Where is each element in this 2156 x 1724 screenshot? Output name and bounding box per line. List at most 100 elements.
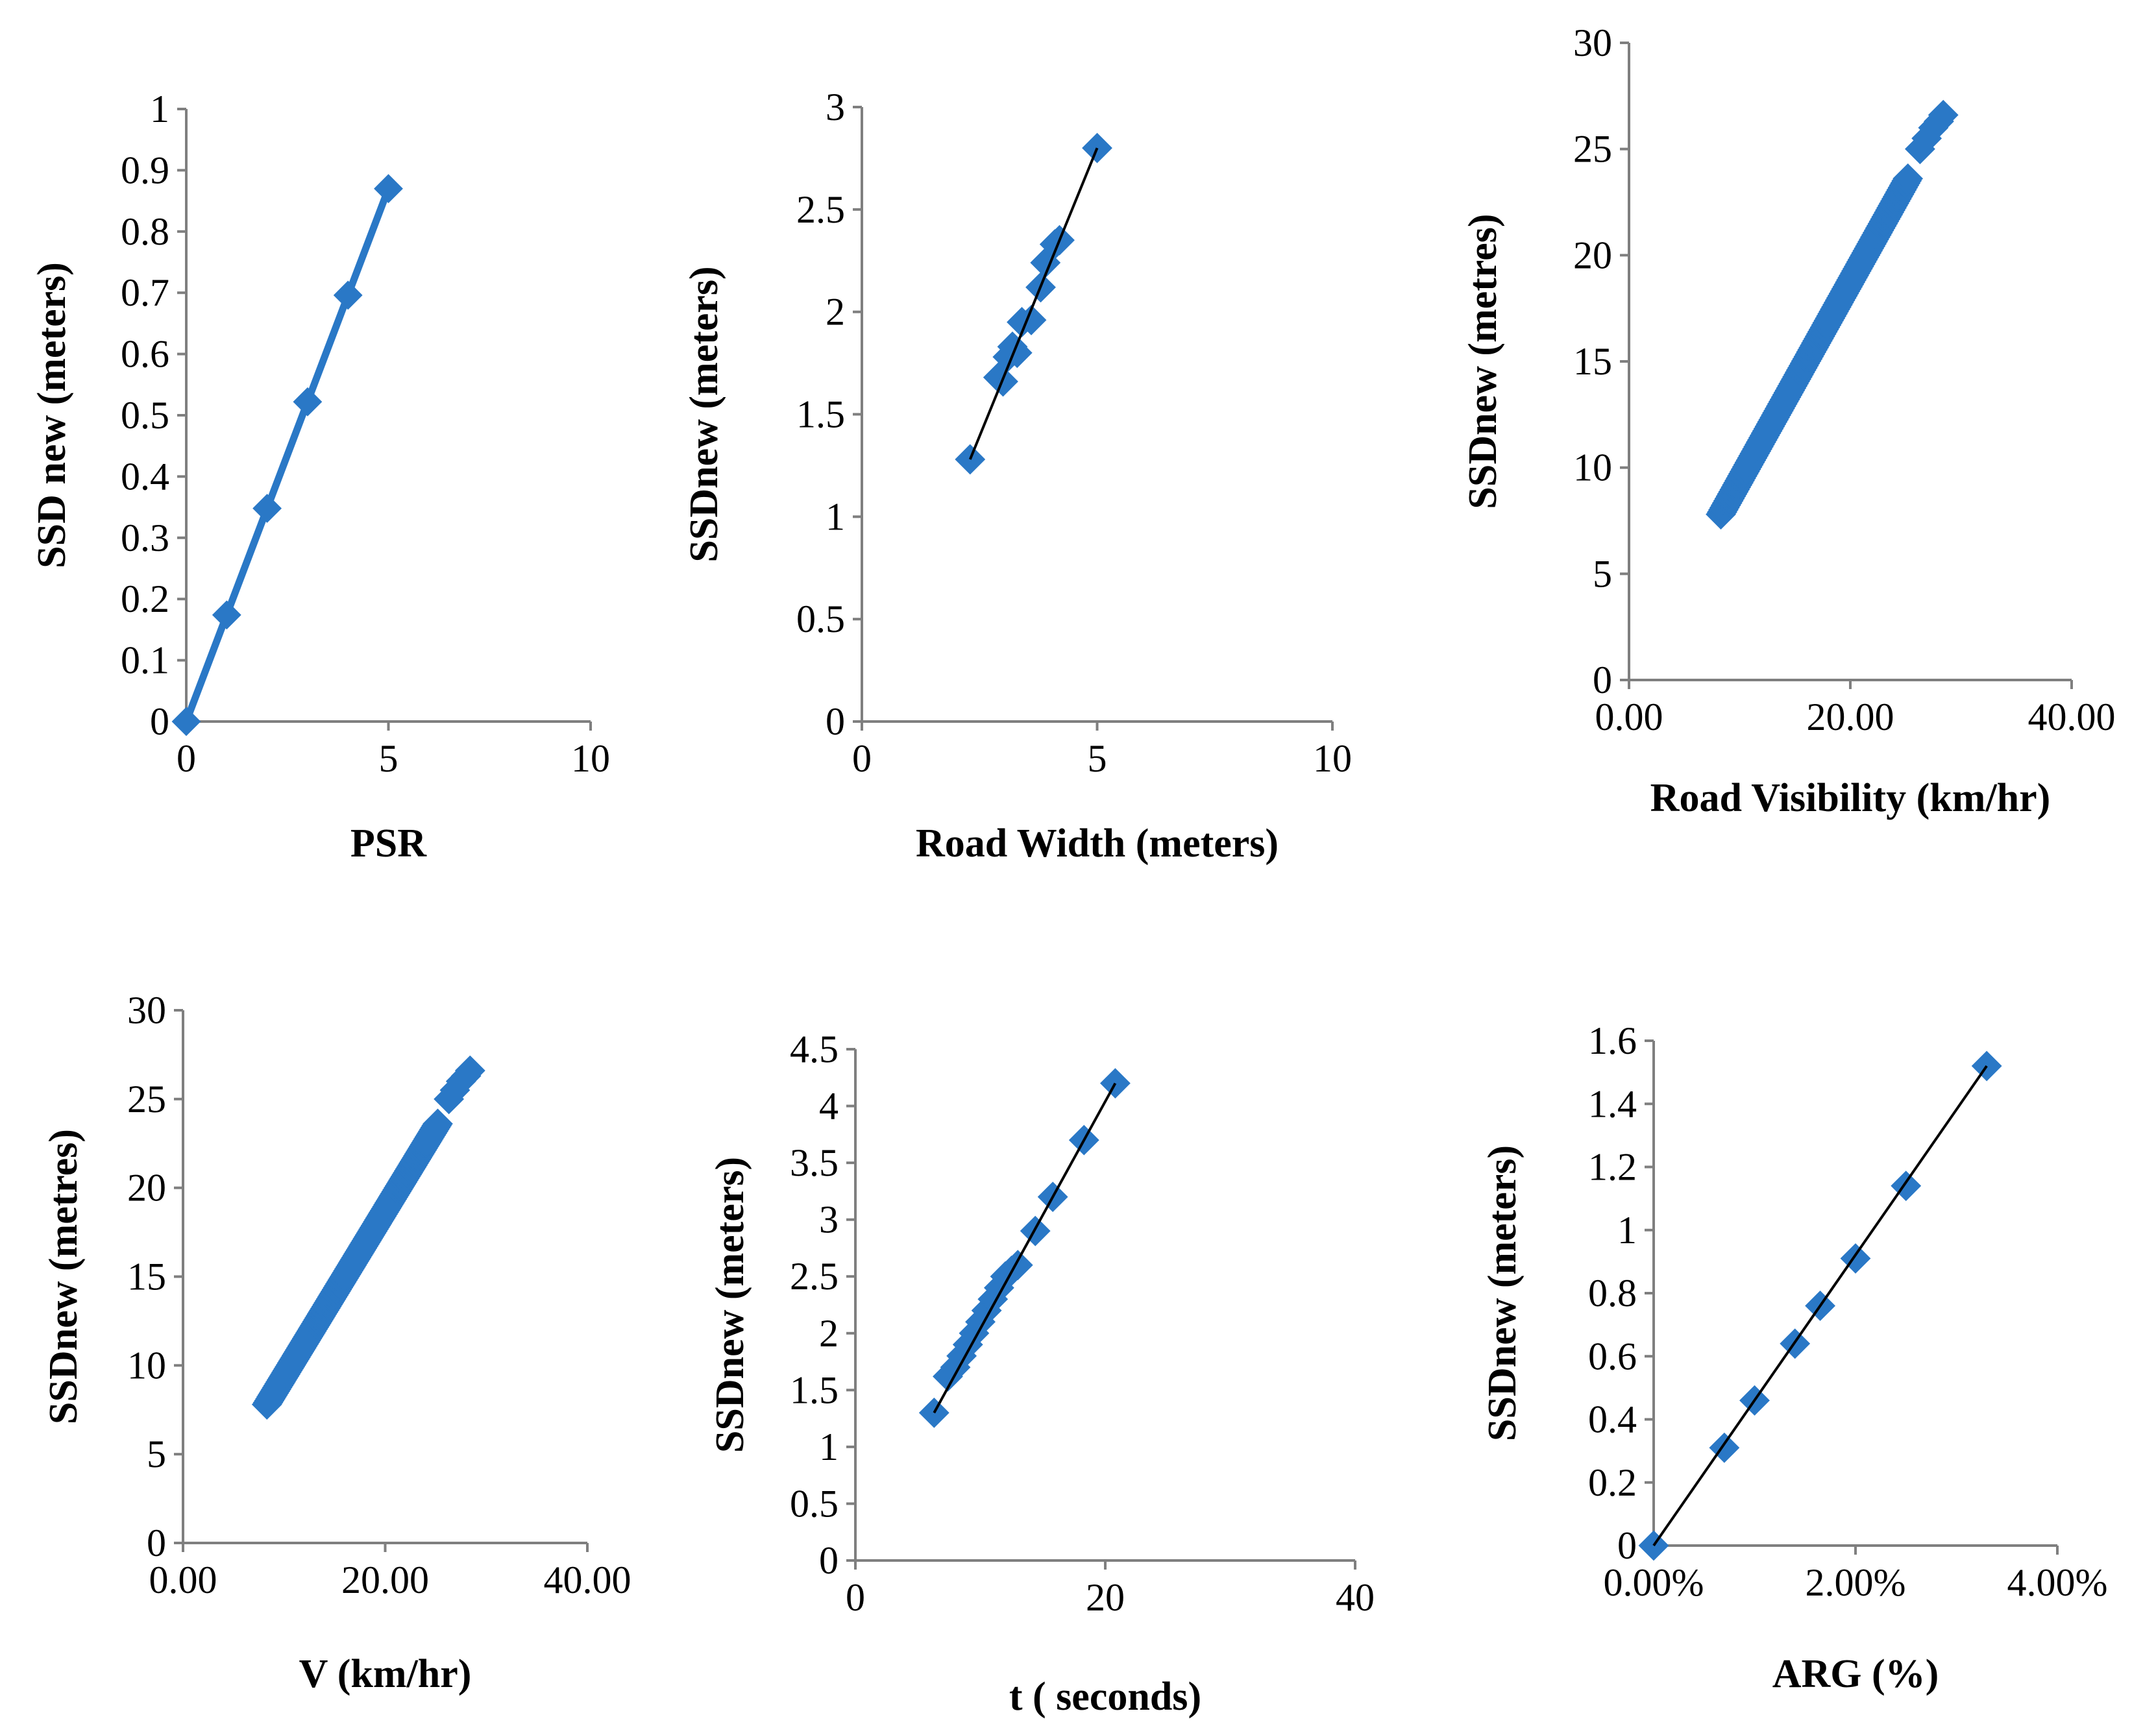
x-tick-label: 20.00 bbox=[1807, 696, 1894, 738]
y-tick-label: 5 bbox=[1593, 552, 1612, 595]
x-axis-title: Road Visibility (km/hr) bbox=[1650, 776, 2051, 820]
y-tick-label: 0.4 bbox=[1588, 1398, 1637, 1441]
y-tick-label: 1 bbox=[826, 495, 845, 538]
y-tick-label: 3.5 bbox=[790, 1141, 839, 1184]
y-tick-label: 1.5 bbox=[790, 1368, 839, 1411]
x-tick-label: 0 bbox=[852, 737, 872, 780]
y-tick-label: 0.2 bbox=[121, 577, 169, 620]
series-line bbox=[182, 187, 392, 723]
y-tick-label: 20 bbox=[1573, 234, 1612, 276]
chart-psr: 00.10.20.30.40.50.60.70.80.910 5 10PSRSSD … bbox=[30, 88, 610, 866]
y-axis-title: SSDnew (metres) bbox=[42, 1129, 86, 1424]
y-tick-label: 1 bbox=[1617, 1209, 1637, 1252]
y-tick-label: 0 bbox=[819, 1539, 839, 1582]
data-point bbox=[374, 174, 403, 204]
y-tick-label: 0.1 bbox=[121, 639, 169, 682]
y-tick-label: 25 bbox=[127, 1078, 166, 1121]
data-point bbox=[293, 387, 323, 417]
y-tick-label: 0.7 bbox=[121, 271, 169, 314]
data-point bbox=[423, 1108, 453, 1139]
y-tick-label: 5 bbox=[147, 1433, 166, 1475]
data-point bbox=[212, 600, 241, 630]
x-tick-label: 10 bbox=[1313, 737, 1352, 780]
y-tick-label: 0.9 bbox=[121, 149, 169, 191]
y-axis-title: SSD new (meters) bbox=[30, 262, 74, 568]
y-axis-title: SSDnew (meters) bbox=[708, 1157, 752, 1453]
x-tick-label: 20.00 bbox=[341, 1559, 429, 1601]
chart-arg: 0 0.2 0.4 0.6 0.8 1 1.2 1.4 1.6 0.00% 2.00% 4.00% AR… bbox=[1480, 1019, 2107, 1696]
data-point bbox=[1928, 99, 1959, 130]
y-tick-label: 2 bbox=[819, 1312, 839, 1355]
chart-road-visibility: 0 5 10 15 20 25 30 0.00 20.00 40.00 Road Visibilit… bbox=[1461, 21, 2116, 820]
y-tick-label: 1.6 bbox=[1588, 1019, 1637, 1062]
x-tick-label: 5 bbox=[1088, 737, 1107, 780]
y-tick-label: 2 bbox=[826, 291, 845, 334]
data-point bbox=[252, 494, 282, 523]
x-tick-label: 20 bbox=[1086, 1576, 1125, 1619]
y-tick-label: 1 bbox=[819, 1426, 839, 1468]
y-tick-label: 0 bbox=[150, 700, 169, 743]
y-tick-label: 1.5 bbox=[796, 393, 845, 436]
x-axis-title: V (km/hr) bbox=[299, 1652, 472, 1696]
y-tick-label: 0.4 bbox=[121, 455, 169, 498]
x-tick-label: 40.00 bbox=[2028, 696, 2116, 738]
x-tick-label: 40 bbox=[1336, 1576, 1375, 1619]
y-tick-label: 0 bbox=[1593, 659, 1612, 701]
x-axis-title: ARG (%) bbox=[1772, 1652, 1939, 1696]
y-tick-label: 1.2 bbox=[1588, 1146, 1637, 1189]
y-tick-label: 10 bbox=[127, 1344, 166, 1387]
trendline bbox=[933, 1082, 1117, 1414]
x-tick-label: 0 bbox=[846, 1576, 865, 1619]
y-tick-label: 1 bbox=[150, 88, 169, 130]
data-point bbox=[454, 1055, 485, 1086]
y-tick-label: 0 bbox=[147, 1522, 166, 1564]
y-tick-label: 30 bbox=[1573, 21, 1612, 64]
y-tick-label: 2.5 bbox=[796, 188, 845, 231]
y-tick-label: 25 bbox=[1573, 128, 1612, 171]
x-axis-title: PSR bbox=[350, 821, 427, 866]
y-axis-title: SSDnew (metres) bbox=[1461, 213, 1505, 509]
x-axis-title: Road Width (meters) bbox=[916, 821, 1279, 866]
x-tick-label: 2.00% bbox=[1806, 1561, 1906, 1604]
x-tick-label: 40.00 bbox=[544, 1559, 631, 1601]
y-tick-label: 0.8 bbox=[1588, 1272, 1637, 1315]
x-tick-label: 5 bbox=[379, 737, 398, 780]
y-tick-label: 0 bbox=[826, 700, 845, 743]
y-tick-label: 20 bbox=[127, 1167, 166, 1209]
y-axis-title: SSDnew (meters) bbox=[1480, 1145, 1525, 1441]
y-tick-label: 1.4 bbox=[1588, 1082, 1637, 1125]
y-tick-label: 30 bbox=[127, 989, 166, 1032]
chart-speed: 0 5 10 15 20 25 30 0.00 20.00 40.00 V (km/hr) SSDne… bbox=[42, 989, 631, 1696]
x-axis-title: t ( seconds) bbox=[1009, 1675, 1201, 1719]
trendline bbox=[1652, 1065, 1988, 1547]
x-tick-label: 0.00 bbox=[149, 1559, 217, 1601]
x-tick-label: 0 bbox=[177, 737, 196, 780]
y-tick-label: 0.6 bbox=[1588, 1335, 1637, 1378]
trendline bbox=[968, 147, 1099, 460]
data-point bbox=[333, 280, 363, 310]
y-tick-label: 15 bbox=[1573, 340, 1612, 383]
y-tick-label: 2.5 bbox=[790, 1255, 839, 1298]
x-tick-label: 0.00% bbox=[1604, 1561, 1704, 1604]
x-tick-label: 4.00% bbox=[2007, 1561, 2108, 1604]
y-tick-label: 0.5 bbox=[790, 1482, 839, 1525]
y-tick-label: 4.5 bbox=[790, 1028, 839, 1071]
y-tick-label: 3 bbox=[819, 1198, 839, 1241]
y-tick-label: 3 bbox=[826, 86, 845, 128]
data-point bbox=[1893, 163, 1924, 194]
y-tick-label: 10 bbox=[1573, 446, 1612, 489]
y-tick-label: 15 bbox=[127, 1256, 166, 1298]
y-tick-label: 0 bbox=[1617, 1524, 1637, 1567]
y-tick-label: 0.2 bbox=[1588, 1461, 1637, 1504]
y-tick-label: 0.5 bbox=[796, 598, 845, 640]
y-tick-label: 0.3 bbox=[121, 516, 169, 559]
y-tick-label: 0.8 bbox=[121, 210, 169, 253]
chart-road-width: 0 0.5 1 1.5 2 2.5 3 0 5 10 Road Width (meters) SSDn… bbox=[682, 86, 1352, 866]
chart-reaction-time: 0 0.5 1 1.5 2 2.5 3 3.5 4 4.5 0 20 40 t ( seconds) SSD… bbox=[708, 1028, 1375, 1719]
y-tick-label: 4 bbox=[819, 1085, 839, 1128]
x-tick-label: 10 bbox=[571, 737, 610, 780]
data-point bbox=[171, 707, 201, 736]
y-tick-label: 0.6 bbox=[121, 333, 169, 376]
y-tick-label: 0.5 bbox=[121, 394, 169, 437]
